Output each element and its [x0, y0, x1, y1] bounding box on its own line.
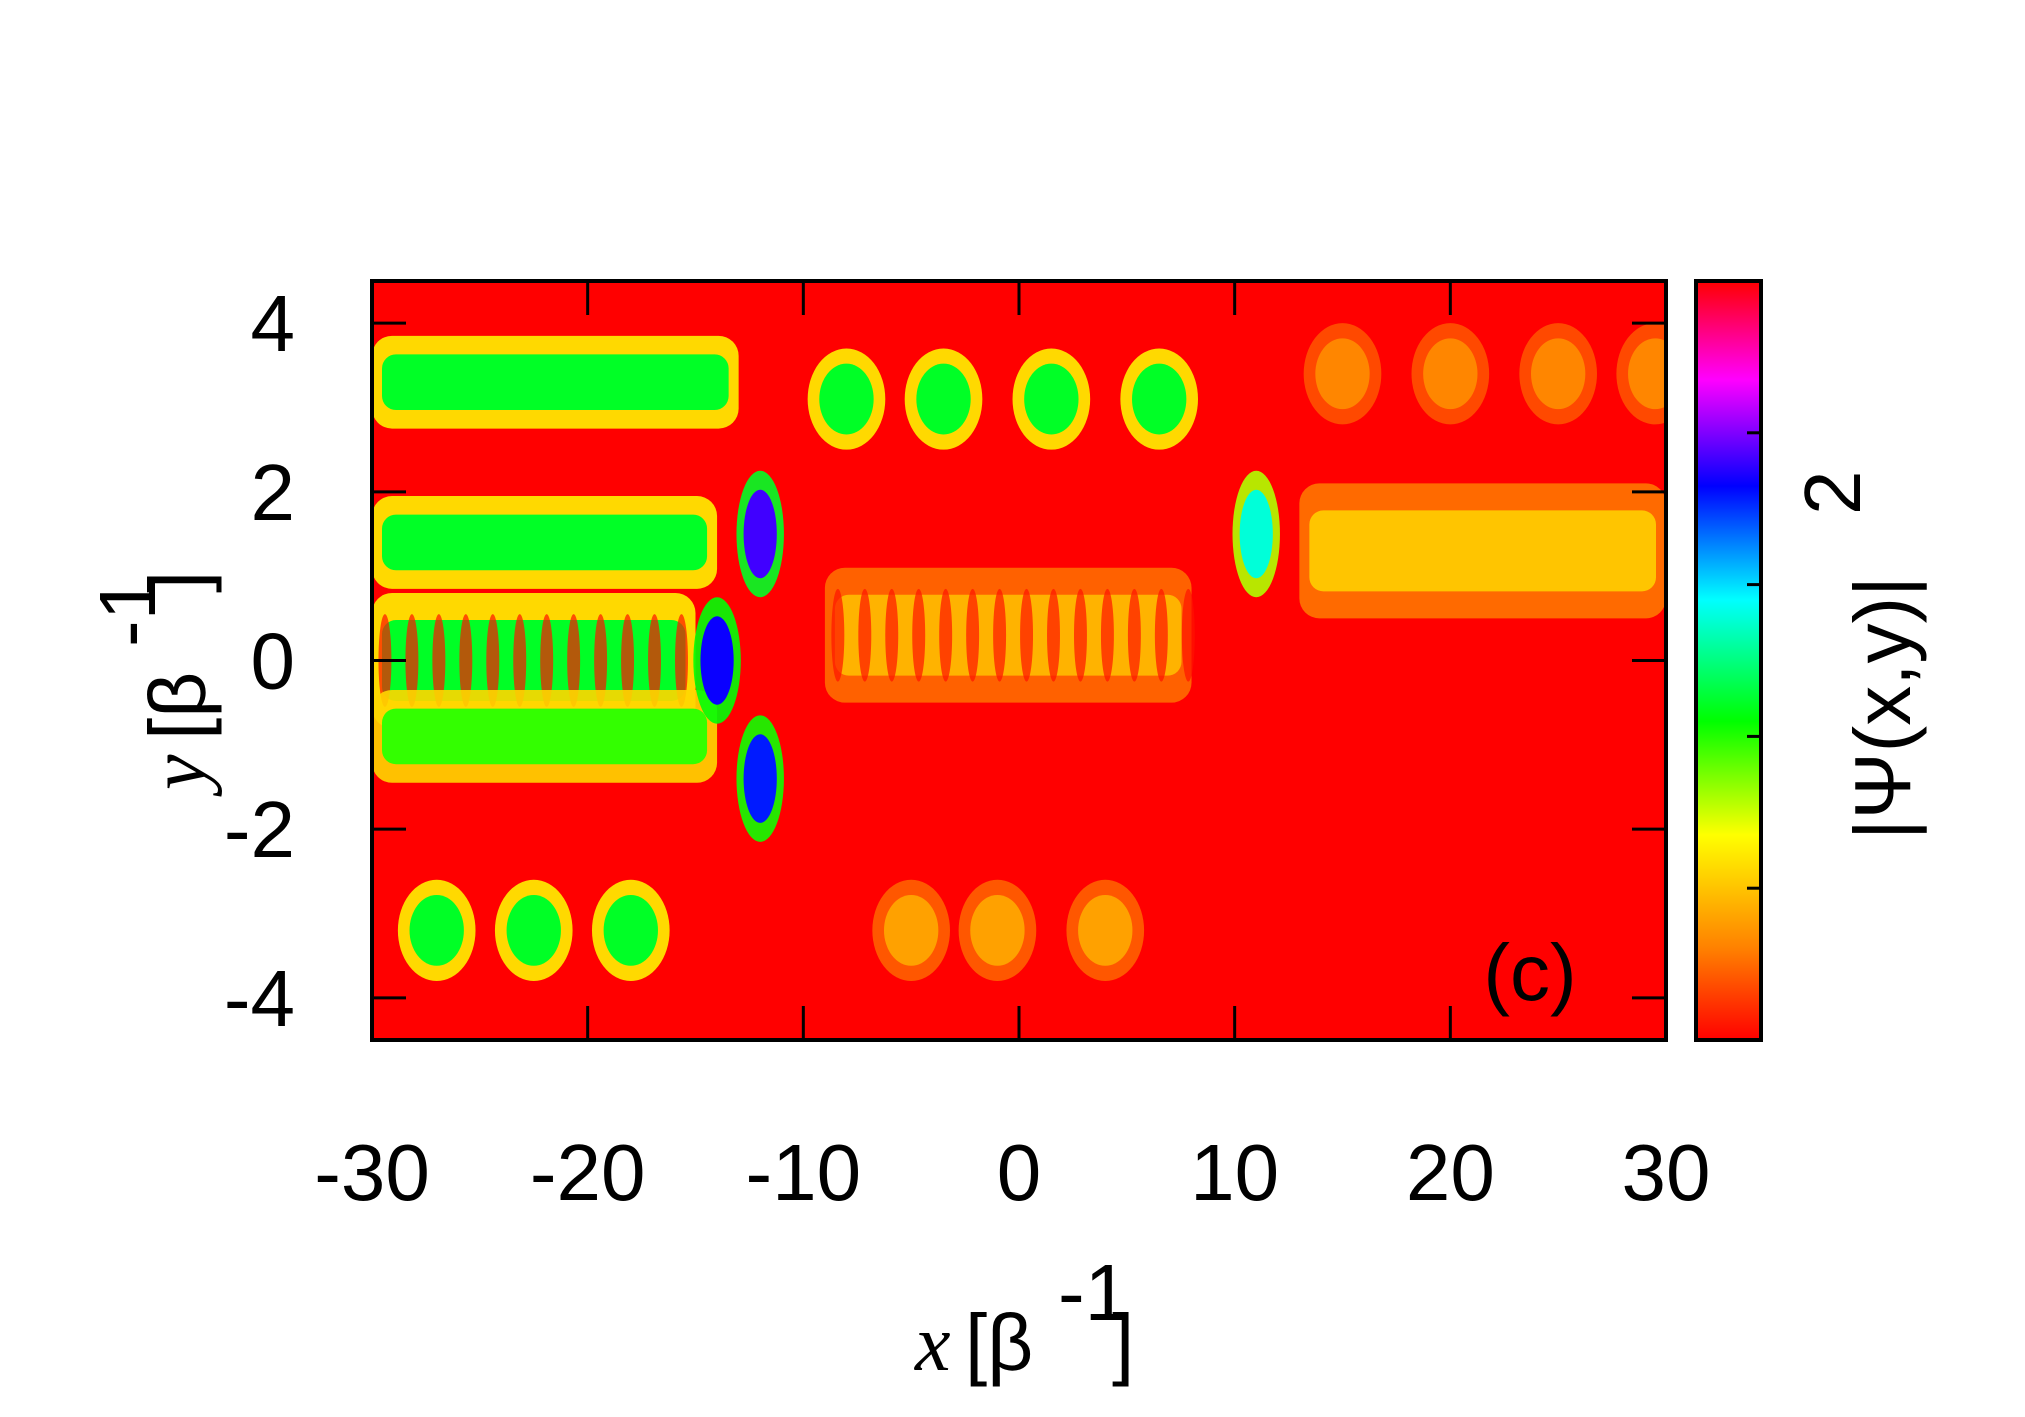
- y-axis-exp: -1: [83, 576, 172, 647]
- central-interference-stripes-node: [459, 614, 473, 707]
- upper-spots-right: [1423, 338, 1478, 410]
- upper-spots-middle: [916, 363, 971, 435]
- upper-guide-band: [382, 354, 729, 411]
- central-fringes-node: [966, 588, 980, 682]
- lower-spots-left: [603, 894, 658, 966]
- colorbar-title: |Ψ(x,y)| 2: [1788, 471, 1927, 841]
- plot-frame: [370, 279, 1668, 1042]
- x-axis-title: x [β -1 ]: [914, 1248, 1134, 1388]
- central-interference-stripes-node: [648, 614, 661, 707]
- central-fringes-node: [831, 588, 845, 682]
- central-interference-stripes-node: [486, 614, 500, 707]
- upper-spots-right: [1530, 338, 1586, 410]
- central-fringes-node: [1127, 588, 1141, 682]
- x-tick-label: -30: [314, 1128, 430, 1217]
- panel-label: (c): [1483, 928, 1576, 1017]
- x-tick-label: 0: [997, 1128, 1042, 1217]
- hot-spot-lower: [743, 734, 777, 823]
- right-spot: [1239, 489, 1273, 579]
- upper-spots-middle: [1132, 363, 1187, 435]
- central-fringes-node: [939, 588, 953, 682]
- y-tick-label: 0: [251, 617, 296, 706]
- colorbar-label: |Ψ(x,y)|: [1838, 576, 1927, 840]
- y-axis-title: y [β -1 ]: [83, 571, 223, 797]
- hot-spot-upper: [743, 489, 777, 579]
- x-tick-label: -10: [746, 1128, 862, 1217]
- central-fringes-node: [1154, 588, 1168, 682]
- lower-guide-band: [382, 708, 708, 765]
- right-band: [1309, 510, 1656, 592]
- x-tick-label: 10: [1190, 1128, 1279, 1217]
- hot-spot-center: [700, 616, 734, 705]
- y-tick-label: -4: [224, 954, 295, 1043]
- x-axis-close: ]: [1112, 1298, 1134, 1387]
- y-tick-labels: -4 -2 0 2 4: [224, 279, 295, 1043]
- y-axis-unit: [β: [133, 672, 222, 740]
- central-interference-stripes: [382, 620, 686, 701]
- central-fringes-node: [885, 588, 899, 682]
- y-tick-label: 4: [251, 279, 296, 368]
- central-fringes-node: [912, 588, 926, 682]
- central-fringes-node: [1073, 588, 1087, 682]
- x-tick-labels: -30 -20 -10 0 10 20 30: [314, 1128, 1710, 1217]
- upper-spots-middle: [1024, 363, 1079, 435]
- lower-spots-middle: [883, 894, 939, 966]
- x-axis-exp: -1: [1058, 1248, 1129, 1337]
- central-interference-stripes-node: [567, 614, 581, 707]
- central-fringes-node: [993, 588, 1007, 682]
- lower-spots-middle: [970, 894, 1025, 966]
- central-interference-stripes-node: [540, 614, 554, 707]
- x-tick-label: -20: [530, 1128, 646, 1217]
- central-interference-stripes-node: [405, 614, 419, 707]
- central-interference-stripes-node: [594, 614, 608, 707]
- colorbar-ticks: [1747, 431, 1761, 890]
- lower-spots-left: [506, 894, 561, 966]
- central-fringes-node: [1181, 588, 1195, 682]
- lower-spots-left: [409, 894, 464, 966]
- upper-spots-right: [1315, 338, 1370, 410]
- lower-spots-middle: [1078, 894, 1133, 966]
- y-axis-var: y: [135, 754, 223, 797]
- x-axis-var: x: [914, 1300, 951, 1388]
- colorbar-exp: 2: [1788, 471, 1877, 516]
- upper-spots-middle: [819, 363, 874, 435]
- central-interference-stripes-node: [621, 614, 635, 707]
- central-interference-stripes-node: [675, 614, 688, 707]
- heatmap: [372, 281, 1666, 1040]
- x-tick-label: 30: [1622, 1128, 1711, 1217]
- x-tick-label: 20: [1406, 1128, 1495, 1217]
- central-fringes-node: [1020, 588, 1034, 682]
- y-axis-close: ]: [133, 571, 222, 593]
- central-fringes-node: [1047, 588, 1060, 682]
- central-interference-stripes-node: [513, 614, 527, 707]
- central-fringes-node: [1100, 588, 1114, 682]
- central-interference-stripes-node: [432, 614, 446, 707]
- y-tick-label: -2: [224, 785, 295, 874]
- upper-spots-right: [1628, 338, 1666, 410]
- central-fringes-node: [858, 588, 872, 682]
- colorbar: [1694, 279, 1763, 1042]
- x-axis-unit: [β: [965, 1298, 1033, 1387]
- middle-guide-band: [382, 514, 708, 571]
- y-tick-label: 2: [251, 448, 296, 537]
